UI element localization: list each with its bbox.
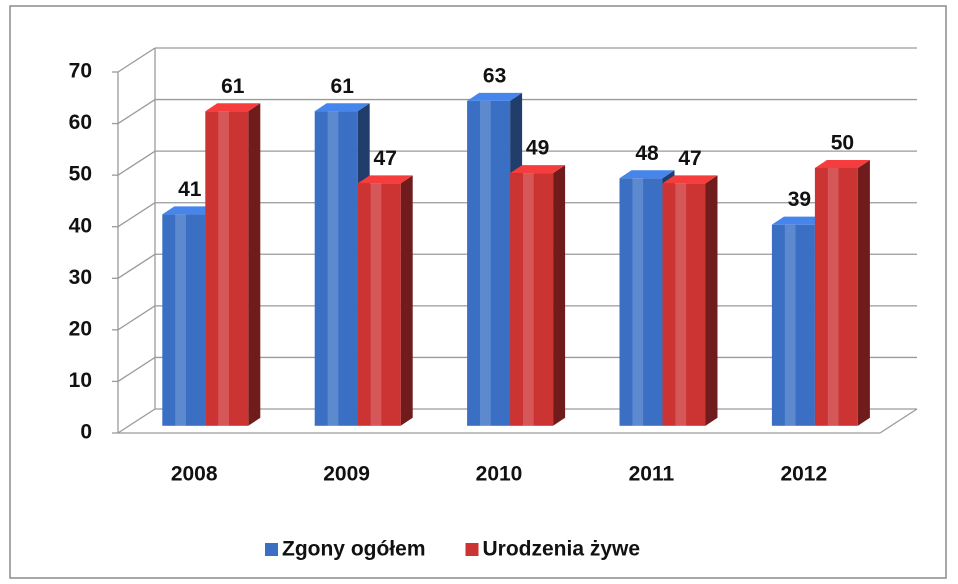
grid-line xyxy=(117,356,156,382)
data-label: 63 xyxy=(483,64,506,87)
bar-front xyxy=(467,100,511,426)
y-tick-label: 0 xyxy=(80,421,92,444)
y-tick-label: 30 xyxy=(69,266,92,289)
data-label: 50 xyxy=(831,131,854,154)
bar-side xyxy=(248,103,261,426)
bar-top xyxy=(771,216,827,225)
bar-top xyxy=(314,103,370,112)
floor-line xyxy=(879,408,918,434)
bar-side xyxy=(553,165,566,426)
bar-side xyxy=(857,159,870,426)
bar-top xyxy=(619,170,675,179)
legend-marker xyxy=(265,543,278,556)
bar-front xyxy=(510,173,554,426)
bar-top xyxy=(662,175,718,184)
bar-highlight xyxy=(827,167,839,426)
x-tick-label: 2009 xyxy=(323,463,370,486)
bar-top xyxy=(162,206,218,215)
bar-highlight xyxy=(327,111,339,426)
grid-line xyxy=(117,202,156,228)
grid-line xyxy=(117,47,156,73)
data-label: 41 xyxy=(178,178,202,201)
y-tick-label: 70 xyxy=(69,60,92,83)
data-label: 47 xyxy=(374,147,397,170)
bar-front xyxy=(771,224,815,426)
bar-highlight xyxy=(175,214,186,426)
bar-highlight xyxy=(784,224,796,426)
bar-top xyxy=(814,159,870,168)
y-tick-label: 20 xyxy=(69,317,92,340)
bar-top xyxy=(357,175,413,184)
bar xyxy=(619,170,675,426)
grid-line xyxy=(117,150,156,176)
y-tick-label: 40 xyxy=(69,214,92,237)
bar xyxy=(357,175,413,426)
x-tick-label: 2011 xyxy=(629,463,675,486)
y-tick-label: 10 xyxy=(69,369,92,392)
bar xyxy=(510,165,566,426)
bar xyxy=(662,175,718,426)
x-tick-label: 2008 xyxy=(171,463,218,486)
data-label: 61 xyxy=(331,75,355,98)
grid-line xyxy=(117,99,156,125)
grid-line xyxy=(117,253,156,279)
data-label: 47 xyxy=(678,147,701,170)
bar-highlight xyxy=(523,173,534,426)
bar-highlight xyxy=(632,178,644,426)
bar-front xyxy=(162,214,206,426)
bar-side xyxy=(400,175,413,426)
x-tick-label: 2010 xyxy=(476,463,523,486)
bar-front xyxy=(357,183,401,426)
data-label: 61 xyxy=(221,75,245,98)
x-tick-label: 2012 xyxy=(780,463,827,486)
grid-line xyxy=(117,408,156,434)
bar-side xyxy=(705,175,718,426)
grid-line xyxy=(117,305,156,331)
bar-top xyxy=(467,92,523,101)
bar-front xyxy=(619,178,663,426)
legend-label: Zgony ogółem xyxy=(282,538,426,561)
bar-highlight xyxy=(218,111,229,426)
data-label: 49 xyxy=(526,137,549,160)
data-label: 39 xyxy=(788,188,811,211)
data-label: 48 xyxy=(635,142,659,165)
bar-front xyxy=(814,167,858,426)
bar-highlight xyxy=(675,183,687,426)
y-tick-label: 50 xyxy=(69,163,92,186)
bar-front xyxy=(662,183,706,426)
bar-highlight xyxy=(370,183,382,426)
bar-top xyxy=(510,165,566,174)
bar-front xyxy=(205,111,249,426)
bar-front xyxy=(314,111,358,426)
bar xyxy=(814,159,870,426)
y-tick-label: 60 xyxy=(69,111,92,134)
legend-label: Urodzenia żywe xyxy=(483,538,641,561)
bar-top xyxy=(205,103,261,112)
legend-marker xyxy=(465,543,479,556)
bar-highlight xyxy=(480,100,491,426)
bar xyxy=(205,103,261,426)
